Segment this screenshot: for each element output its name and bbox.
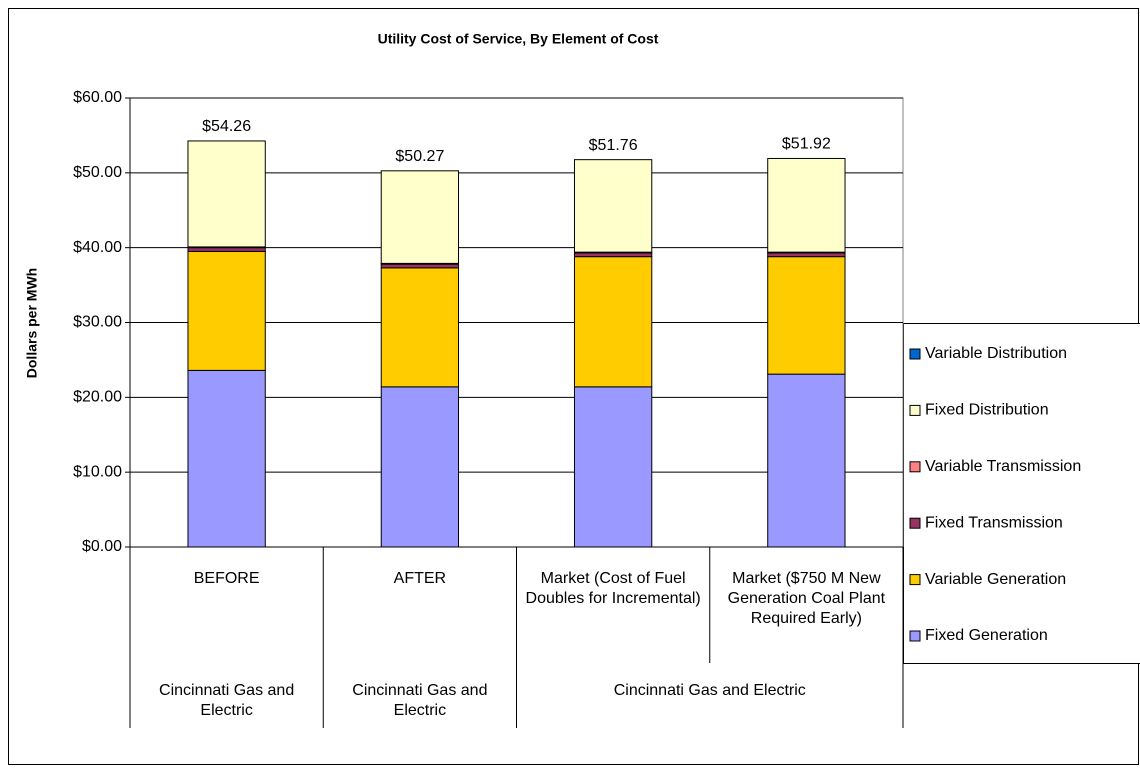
group-label: Cincinnati Gas and Electric bbox=[352, 682, 488, 719]
legend-label: Variable Transmission bbox=[925, 458, 1081, 475]
total-label: $54.26 bbox=[202, 118, 251, 135]
y-tick-label: $60.00 bbox=[73, 89, 122, 106]
legend-swatch bbox=[909, 630, 921, 642]
y-axis-title: Dollars per MWh bbox=[24, 268, 40, 378]
bar-segment bbox=[380, 263, 460, 269]
y-tick-label: $0.00 bbox=[82, 538, 122, 555]
bar-segment bbox=[767, 252, 846, 258]
group-label: Cincinnati Gas and Electric bbox=[613, 682, 806, 699]
bar-segment bbox=[767, 256, 846, 375]
bar-segment bbox=[767, 157, 846, 253]
chart-title: Utility Cost of Service, By Element of C… bbox=[378, 31, 659, 47]
bar-segment bbox=[380, 267, 460, 388]
y-tick-label: $50.00 bbox=[73, 164, 122, 181]
legend-box bbox=[903, 323, 1140, 664]
bar-segment bbox=[573, 386, 653, 548]
bar-segment bbox=[380, 386, 460, 548]
y-tick-label: $40.00 bbox=[73, 239, 122, 256]
bar-segment bbox=[187, 247, 266, 252]
bar-segment bbox=[573, 159, 653, 253]
legend-label: Variable Generation bbox=[925, 571, 1066, 588]
bar-segment bbox=[187, 140, 266, 248]
bar-segment bbox=[767, 373, 846, 548]
legend-swatch bbox=[909, 404, 921, 416]
bar-segment bbox=[380, 170, 460, 264]
y-tick-label: $10.00 bbox=[73, 463, 122, 480]
legend-swatch bbox=[909, 517, 921, 529]
bar-segment bbox=[573, 252, 653, 258]
y-tick-label: $30.00 bbox=[73, 314, 122, 331]
legend-label: Fixed Generation bbox=[925, 627, 1048, 644]
legend-swatch bbox=[909, 461, 921, 473]
legend-swatch bbox=[909, 574, 921, 586]
legend-label: Variable Distribution bbox=[925, 345, 1067, 362]
bar-segment bbox=[187, 369, 266, 548]
total-label: $51.92 bbox=[782, 136, 831, 153]
x-tick-label: AFTER bbox=[393, 570, 447, 587]
y-tick-label: $20.00 bbox=[73, 389, 122, 406]
x-tick-label: BEFORE bbox=[193, 570, 260, 587]
x-tick-label: Market (Cost of Fuel Doubles for Increme… bbox=[525, 570, 701, 607]
legend-label: Fixed Distribution bbox=[925, 402, 1049, 419]
total-label: $50.27 bbox=[395, 148, 444, 165]
x-tick-label: Market ($750 M New Generation Coal Plant… bbox=[727, 570, 886, 627]
legend-label: Fixed Transmission bbox=[925, 514, 1063, 531]
bar-segment bbox=[187, 250, 266, 371]
legend-swatch bbox=[909, 348, 921, 360]
group-label: Cincinnati Gas and Electric bbox=[159, 682, 295, 719]
total-label: $51.76 bbox=[589, 137, 638, 154]
bar-segment bbox=[573, 256, 653, 388]
